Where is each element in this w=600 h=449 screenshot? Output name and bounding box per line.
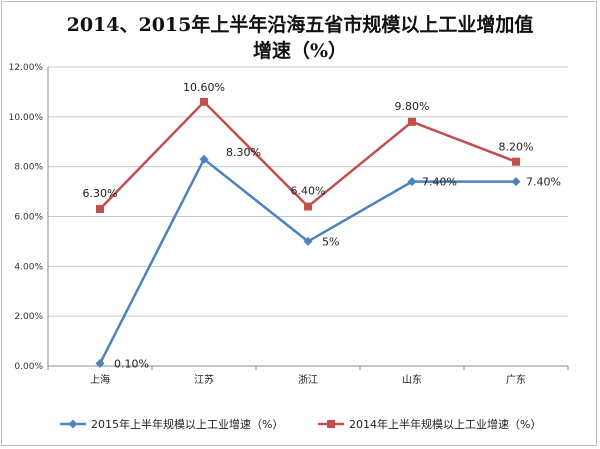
data-point-marker	[408, 117, 416, 126]
data-point-marker	[407, 177, 417, 187]
data-point-marker	[199, 154, 209, 164]
data-label: 0.10%	[114, 358, 149, 371]
chart-title: 2014、2015年上半年沿海五省市规模以上工业增加值	[66, 14, 534, 36]
data-label: 8.30%	[226, 146, 261, 159]
legend-marker	[327, 420, 335, 428]
y-tick-label: 0.00%	[14, 362, 43, 372]
data-point-marker	[95, 359, 105, 369]
chart-title-line2: 增速（%）	[252, 40, 348, 62]
data-label: 6.40%	[291, 185, 326, 198]
data-label: 7.40%	[526, 176, 561, 189]
data-point-marker	[304, 202, 312, 211]
legend-marker	[68, 419, 78, 429]
x-tick-label: 广东	[506, 373, 526, 386]
y-tick-label: 6.00%	[14, 213, 43, 223]
y-tick-label: 12.00%	[9, 63, 44, 73]
data-label: 10.60%	[183, 81, 225, 94]
data-point-marker	[512, 157, 520, 166]
legend-label: 2015年上半年规模以上工业增速（%）	[91, 417, 283, 431]
x-tick-label: 山东	[402, 373, 422, 386]
data-point-marker	[511, 177, 521, 187]
data-point-marker	[303, 236, 313, 246]
data-point-marker	[200, 97, 208, 106]
y-tick-label: 4.00%	[14, 262, 43, 272]
legend-label: 2014年上半年规模以上工业增速（%）	[349, 417, 541, 431]
data-label: 5%	[322, 235, 339, 248]
data-label: 6.30%	[83, 187, 118, 200]
x-tick-label: 上海	[90, 373, 110, 386]
y-tick-label: 8.00%	[14, 163, 43, 173]
x-tick-label: 浙江	[298, 374, 318, 386]
data-label: 8.20%	[499, 141, 534, 154]
y-tick-label: 10.00%	[9, 113, 44, 123]
data-label: 9.80%	[395, 100, 430, 113]
x-tick-label: 江苏	[194, 373, 214, 386]
data-point-marker	[96, 205, 104, 214]
data-label: 7.40%	[422, 176, 457, 189]
y-tick-label: 2.00%	[14, 312, 43, 322]
